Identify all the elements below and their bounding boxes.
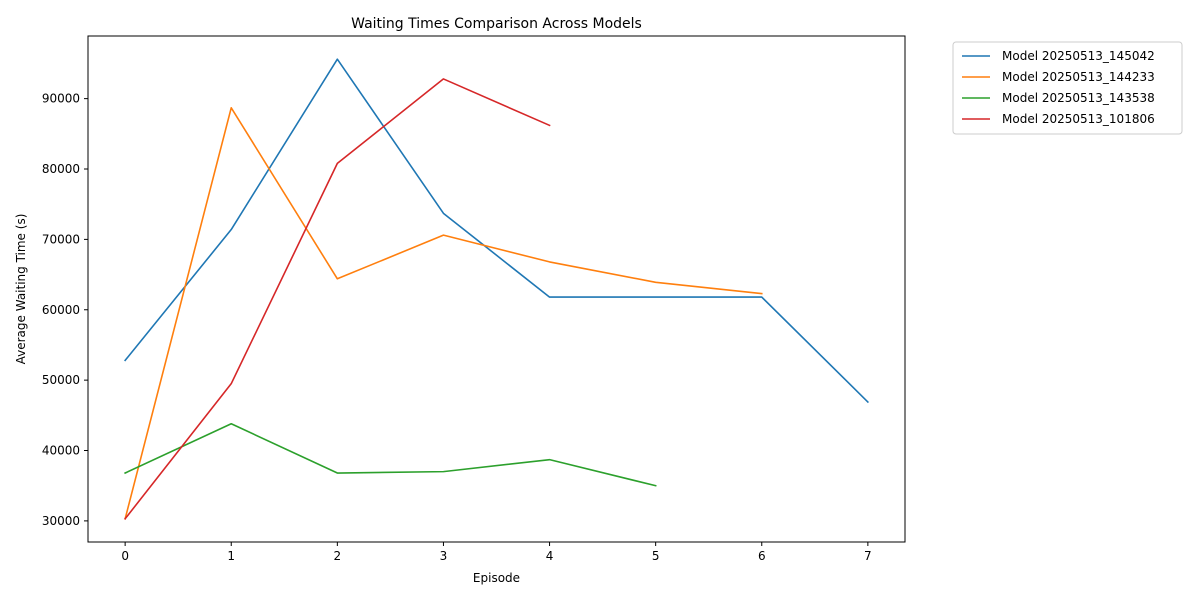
plot-frame <box>87 35 906 543</box>
series-line-3 <box>124 78 551 520</box>
x-tick-label: 6 <box>758 549 766 563</box>
chart-title: Waiting Times Comparison Across Models <box>351 16 642 32</box>
y-axis-title: Average Waiting Time (s) <box>14 214 28 365</box>
x-tick-label: 0 <box>121 549 129 563</box>
y-tick-label: 30000 <box>42 514 80 528</box>
x-axis-title: Episode <box>473 571 520 585</box>
y-tick-label: 70000 <box>42 232 80 246</box>
x-tick-label: 1 <box>227 549 235 563</box>
y-tick-label: 40000 <box>42 444 80 458</box>
series-layer <box>124 58 869 520</box>
series-line-2 <box>124 422 657 487</box>
legend-label: Model 20250513_145042 <box>1002 49 1155 63</box>
legend-label: Model 20250513_101806 <box>1002 112 1155 126</box>
x-tick-label: 7 <box>864 549 872 563</box>
y-tick-label: 60000 <box>42 303 80 317</box>
y-axis: 30000 40000 50000 60000 70000 80000 90000 <box>42 92 88 528</box>
legend-box <box>952 41 1183 135</box>
legend-label: Model 20250513_143538 <box>1002 91 1155 105</box>
legend: Model 20250513_145042 Model 20250513_1442… <box>952 41 1183 135</box>
x-tick-label: 3 <box>440 549 448 563</box>
x-tick-label: 4 <box>546 549 554 563</box>
series-line-0 <box>124 58 869 404</box>
x-tick-label: 2 <box>334 549 342 563</box>
x-axis: 0 1 2 3 4 5 6 7 <box>121 542 872 563</box>
y-tick-label: 80000 <box>42 162 80 176</box>
y-tick-label: 90000 <box>42 92 80 106</box>
series-line-1 <box>124 106 763 520</box>
legend-label: Model 20250513_144233 <box>1002 70 1155 84</box>
y-tick-label: 50000 <box>42 373 80 387</box>
x-tick-label: 5 <box>652 549 660 563</box>
